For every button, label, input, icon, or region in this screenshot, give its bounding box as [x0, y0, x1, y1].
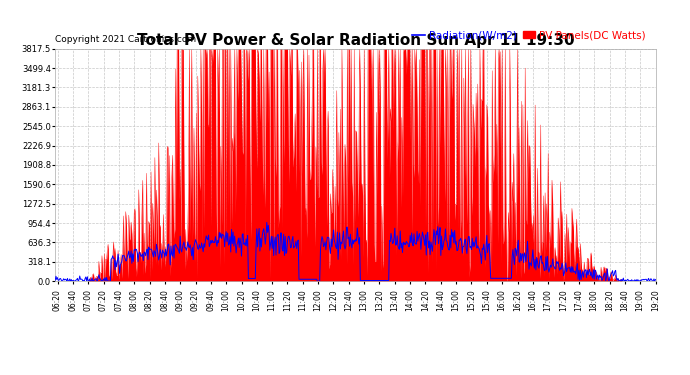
Text: Copyright 2021 Cartronics.com: Copyright 2021 Cartronics.com	[55, 35, 197, 44]
Legend: Radiation(W/m2), PV Panels(DC Watts): Radiation(W/m2), PV Panels(DC Watts)	[408, 26, 650, 44]
Title: Total PV Power & Solar Radiation Sun Apr 11 19:30: Total PV Power & Solar Radiation Sun Apr…	[137, 33, 574, 48]
